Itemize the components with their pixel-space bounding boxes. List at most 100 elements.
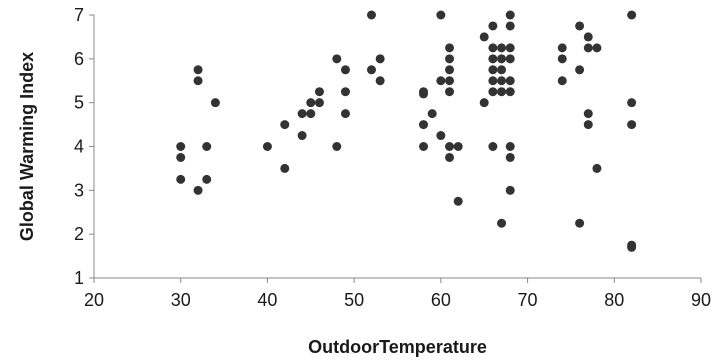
data-point bbox=[306, 98, 316, 108]
data-point bbox=[557, 76, 567, 86]
data-point bbox=[488, 65, 498, 75]
y-tick-label: 1 bbox=[74, 268, 84, 288]
data-point bbox=[176, 142, 186, 151]
data-point bbox=[202, 174, 212, 184]
data-point bbox=[445, 142, 455, 151]
data-point bbox=[297, 109, 307, 119]
y-tick-label: 4 bbox=[74, 137, 84, 157]
y-tick-label: 3 bbox=[74, 180, 84, 200]
data-point bbox=[419, 142, 429, 151]
data-point bbox=[488, 87, 498, 97]
data-point bbox=[280, 120, 290, 130]
data-point bbox=[193, 76, 203, 86]
x-tick-label: 70 bbox=[518, 290, 538, 310]
data-point bbox=[497, 218, 507, 228]
data-point bbox=[314, 98, 324, 108]
data-point bbox=[505, 152, 515, 162]
x-tick-label: 50 bbox=[344, 290, 364, 310]
data-point bbox=[427, 109, 437, 119]
data-point bbox=[583, 120, 593, 130]
data-point bbox=[176, 152, 186, 162]
data-point bbox=[445, 65, 455, 75]
data-point bbox=[193, 185, 203, 195]
data-point bbox=[280, 163, 290, 173]
data-point bbox=[445, 54, 455, 64]
data-point bbox=[505, 87, 515, 97]
data-point bbox=[453, 142, 463, 151]
data-point bbox=[366, 65, 376, 75]
data-point bbox=[627, 10, 637, 20]
data-point bbox=[488, 142, 498, 151]
x-tick-label: 30 bbox=[171, 290, 191, 310]
data-point bbox=[575, 218, 585, 228]
data-point bbox=[627, 98, 637, 108]
data-point bbox=[505, 43, 515, 53]
data-point bbox=[505, 54, 515, 64]
x-tick-label: 90 bbox=[691, 290, 711, 310]
data-point bbox=[583, 109, 593, 119]
y-tick-label: 7 bbox=[74, 5, 84, 25]
data-point bbox=[505, 21, 515, 31]
data-point bbox=[314, 87, 324, 97]
data-point bbox=[445, 152, 455, 162]
data-point bbox=[505, 76, 515, 86]
data-point bbox=[366, 10, 376, 20]
data-point bbox=[262, 142, 272, 151]
y-tick-label: 5 bbox=[74, 93, 84, 113]
x-tick-label: 60 bbox=[431, 290, 451, 310]
data-point bbox=[176, 174, 186, 184]
data-point bbox=[575, 21, 585, 31]
data-point bbox=[575, 65, 585, 75]
data-point bbox=[375, 54, 385, 64]
data-point bbox=[557, 54, 567, 64]
data-point bbox=[419, 89, 429, 99]
data-point bbox=[488, 43, 498, 53]
data-point bbox=[497, 65, 507, 75]
y-tick-label: 2 bbox=[74, 224, 84, 244]
data-point bbox=[375, 76, 385, 86]
data-point bbox=[488, 21, 498, 31]
data-points bbox=[176, 10, 637, 252]
data-point bbox=[592, 43, 602, 53]
data-point bbox=[627, 120, 637, 130]
data-point bbox=[436, 10, 446, 20]
data-point bbox=[505, 10, 515, 20]
data-point bbox=[340, 87, 350, 97]
data-point bbox=[497, 76, 507, 86]
data-point bbox=[340, 65, 350, 75]
x-tick-label: 80 bbox=[604, 290, 624, 310]
data-point bbox=[505, 185, 515, 195]
data-point bbox=[193, 65, 203, 75]
data-point bbox=[332, 54, 342, 64]
data-point bbox=[453, 196, 463, 206]
data-point bbox=[557, 43, 567, 53]
data-point bbox=[445, 43, 455, 53]
data-point bbox=[202, 142, 212, 151]
data-point bbox=[583, 32, 593, 42]
data-point bbox=[297, 131, 307, 141]
data-point bbox=[505, 142, 515, 151]
data-point bbox=[592, 163, 602, 173]
data-point bbox=[332, 142, 342, 151]
data-point bbox=[340, 109, 350, 119]
data-point bbox=[488, 76, 498, 86]
data-point bbox=[488, 54, 498, 64]
data-point bbox=[497, 54, 507, 64]
data-point bbox=[497, 43, 507, 53]
data-point bbox=[583, 43, 593, 53]
data-point bbox=[210, 98, 220, 108]
data-point bbox=[479, 32, 489, 42]
data-point bbox=[436, 76, 446, 86]
data-point bbox=[479, 98, 489, 108]
data-point bbox=[445, 76, 455, 86]
data-point bbox=[436, 131, 446, 141]
data-point bbox=[419, 120, 429, 130]
x-tick-label: 20 bbox=[84, 290, 104, 310]
x-axis-title: OutdoorTemperature bbox=[308, 337, 487, 357]
data-point bbox=[306, 109, 316, 119]
y-ticks: 1 2 3 4 5 6 7 bbox=[74, 5, 94, 288]
y-axis-title: Global Warming Index bbox=[17, 52, 37, 241]
data-point bbox=[497, 87, 507, 97]
